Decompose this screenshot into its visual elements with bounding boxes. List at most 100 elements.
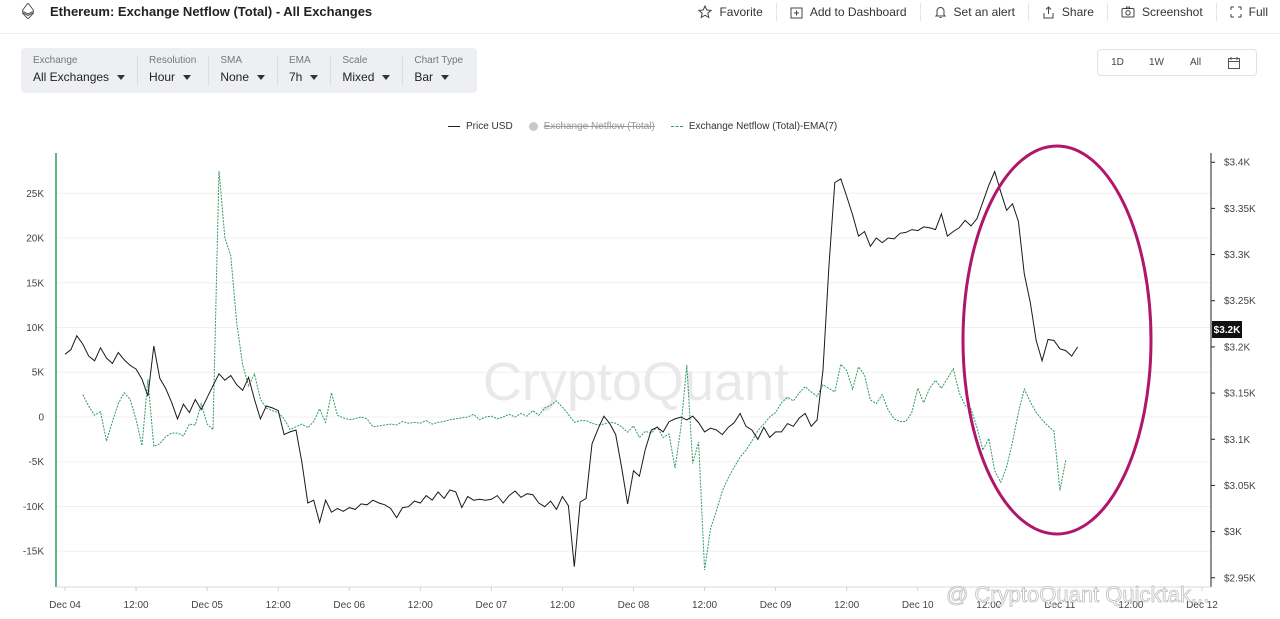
control-label: EMA — [289, 55, 311, 66]
share-icon — [1043, 5, 1054, 18]
x-axis-tick-label: 12:00 — [550, 600, 575, 611]
caret-down-icon — [257, 74, 265, 80]
add-to-dashboard-button[interactable]: Add to Dashboard — [777, 3, 921, 21]
x-axis-tick-label: 12:00 — [266, 600, 291, 611]
right-axis-tick-label: $3.05K — [1224, 481, 1256, 492]
control-label: Scale — [342, 55, 368, 66]
netflow-ema-line — [82, 170, 1067, 571]
fullscreen-label: Full — [1248, 5, 1268, 19]
range-1d-button[interactable]: 1D — [1111, 57, 1124, 68]
x-axis-tick-label: Dec 11 — [1044, 600, 1075, 611]
screenshot-label: Screenshot — [1141, 5, 1203, 19]
left-axis-tick-label: 20K — [26, 234, 44, 245]
star-icon — [698, 5, 713, 19]
right-axis-tick-label: $3.35K — [1224, 204, 1256, 215]
left-axis-tick-label: 25K — [26, 189, 44, 200]
fullscreen-icon — [1230, 6, 1242, 18]
page-title: Ethereum: Exchange Netflow (Total) - All… — [50, 4, 373, 19]
x-axis-tick-label: 12:00 — [976, 600, 1001, 611]
range-all-button[interactable]: All — [1189, 57, 1202, 68]
x-axis-tick-label: 12:00 — [124, 600, 149, 611]
legend-swatch — [448, 126, 460, 127]
camera-icon — [1121, 6, 1135, 18]
chart-legend: Price USD Exchange Netflow (Total) Excha… — [448, 121, 853, 132]
x-axis-tick-label: Dec 05 — [191, 600, 223, 611]
left-axis-tick-label: 5K — [32, 368, 45, 379]
dashboard-add-icon — [790, 7, 803, 18]
x-axis-tick-label: Dec 08 — [618, 600, 650, 611]
legend-item-netflow-ema[interactable]: Exchange Netflow (Total)-EMA(7) — [670, 121, 838, 132]
credit-watermark: @ CryptoQuant Quicktak... — [946, 582, 1209, 607]
left-axis-tick-label: -5K — [28, 457, 44, 468]
set-alert-label: Set an alert — [953, 5, 1015, 19]
x-axis-tick-label: 12:00 — [834, 600, 859, 611]
chart-controls: Exchange All Exchanges Resolution Hour S… — [21, 48, 477, 93]
right-axis-tick-label: $3.3K — [1224, 250, 1250, 261]
screenshot-button[interactable]: Screenshot — [1108, 3, 1217, 21]
watermark-text: CryptoQuant — [483, 352, 789, 412]
range-1w-button[interactable]: 1W — [1149, 57, 1164, 68]
right-axis-tick-label: $3K — [1224, 527, 1242, 538]
x-axis-tick-label: Dec 04 — [49, 600, 81, 611]
header-divider — [0, 33, 1280, 34]
legend-label: Exchange Netflow (Total) — [543, 121, 655, 132]
bell-icon — [934, 7, 946, 18]
legend-item-price[interactable]: Price USD — [448, 121, 513, 132]
left-axis-tick-label: 0 — [38, 412, 44, 423]
control-value: Bar — [414, 70, 434, 84]
control-value: All Exchanges — [33, 70, 110, 84]
ema-select[interactable]: EMA 7h — [277, 48, 330, 93]
control-value: Hour — [149, 70, 176, 84]
set-alert-button[interactable]: Set an alert — [921, 3, 1029, 21]
control-label: SMA — [220, 55, 242, 66]
share-label: Share — [1061, 5, 1094, 19]
control-label: Resolution — [149, 55, 197, 66]
current-price-marker — [1212, 321, 1242, 338]
legend-item-netflow[interactable]: Exchange Netflow (Total) — [528, 121, 655, 132]
favorite-button[interactable]: Favorite — [685, 3, 777, 21]
resolution-select[interactable]: Resolution Hour — [137, 48, 208, 93]
x-axis-tick-label: 12:00 — [692, 600, 717, 611]
fullscreen-button[interactable]: Full — [1217, 3, 1268, 21]
x-axis-tick-label: 12:00 — [408, 600, 433, 611]
page-header: Ethereum: Exchange Netflow (Total) - All… — [0, 0, 1280, 24]
x-axis-tick-label: Dec 09 — [760, 600, 792, 611]
x-axis-tick-label: 12:00 — [1118, 600, 1143, 611]
x-axis-tick-label: Dec 10 — [902, 600, 934, 611]
right-axis-tick-label: $3.2K — [1224, 342, 1250, 353]
control-value: None — [220, 70, 249, 84]
x-axis-tick-label: Dec 07 — [476, 600, 508, 611]
right-axis-tick-label: $3.25K — [1224, 296, 1256, 307]
share-button[interactable]: Share — [1029, 3, 1108, 21]
calendar-icon — [1228, 56, 1240, 69]
add-to-dashboard-label: Add to Dashboard — [809, 5, 907, 19]
scale-select[interactable]: Scale Mixed — [330, 48, 402, 93]
left-axis-tick-label: 15K — [26, 278, 44, 289]
left-axis-tick-label: 10K — [26, 323, 44, 334]
legend-label: Price USD — [466, 121, 513, 132]
right-axis-tick-label: $3.4K — [1224, 158, 1250, 169]
calendar-button[interactable] — [1215, 56, 1253, 69]
caret-down-icon — [310, 74, 319, 80]
price-line — [64, 170, 1079, 567]
caret-down-icon — [183, 74, 192, 80]
control-value: 7h — [289, 70, 303, 84]
right-axis-tick-label: $3.15K — [1224, 389, 1256, 400]
caret-down-icon — [117, 74, 126, 80]
caret-down-icon — [441, 74, 450, 80]
control-label: Chart Type — [414, 55, 464, 66]
control-value: Mixed — [342, 70, 375, 84]
left-axis-tick-label: -10K — [23, 502, 44, 513]
range-selector: 1D 1W All — [1097, 49, 1257, 76]
x-axis-tick-label: Dec 12 — [1186, 600, 1218, 611]
right-axis-tick-label: $3.1K — [1224, 435, 1250, 446]
sma-select[interactable]: SMA None — [208, 48, 277, 93]
current-price-label: $3.2K — [1214, 325, 1241, 336]
legend-label: Exchange Netflow (Total)-EMA(7) — [688, 121, 838, 132]
highlight-ellipse — [961, 144, 1153, 536]
chart-type-select[interactable]: Chart Type Bar — [402, 48, 475, 93]
caret-down-icon — [382, 74, 391, 80]
exchange-select[interactable]: Exchange All Exchanges — [21, 48, 137, 93]
x-axis-tick-label: Dec 06 — [333, 600, 365, 611]
